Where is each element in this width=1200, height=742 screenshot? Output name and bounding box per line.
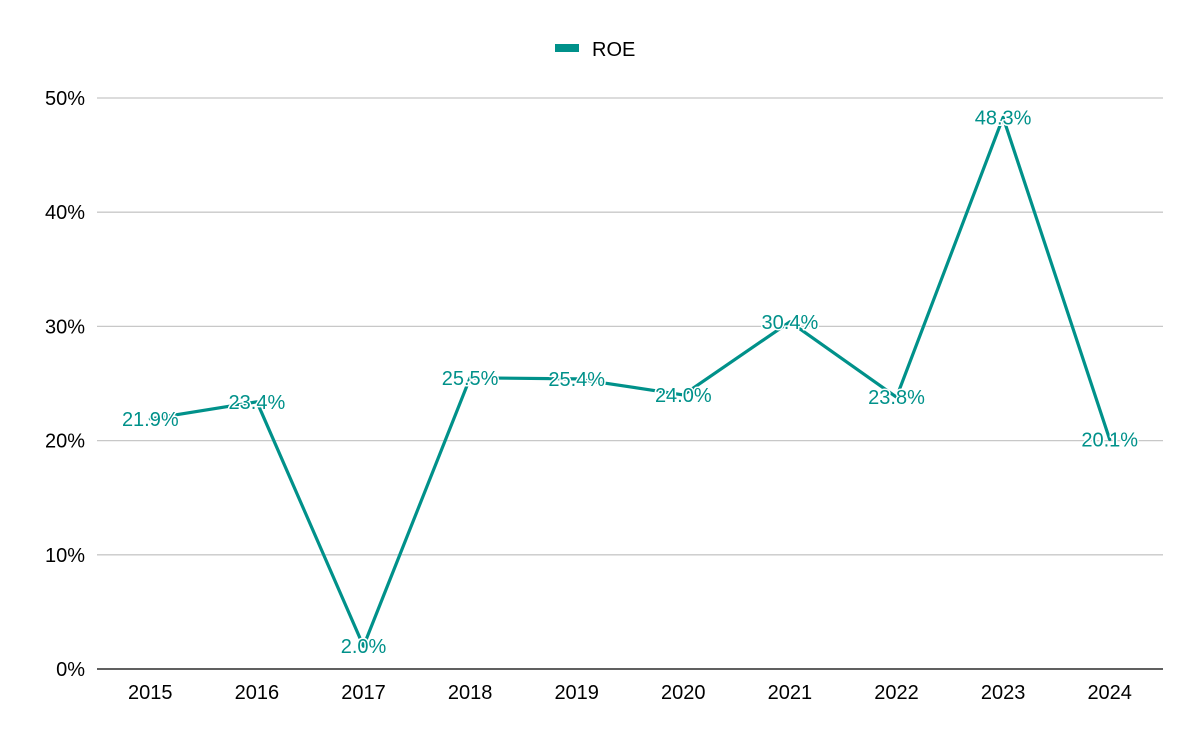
data-label-text: 23.4% <box>229 392 286 414</box>
data-label-text: 2.0% <box>341 636 387 658</box>
y-tick-label: 10% <box>45 545 85 567</box>
gridlines <box>97 97 1163 556</box>
data-label-halo: 48.3% <box>975 107 1032 129</box>
data-label-text: 25.4% <box>548 369 605 391</box>
data-label-halo: 20.1% <box>1081 429 1138 451</box>
x-tick-label: 2020 <box>661 682 706 704</box>
data-label-halo: 23.4% <box>229 392 286 414</box>
data-label-halo: 30.4% <box>762 312 819 334</box>
data-label: 25.5%25.5% <box>440 366 500 391</box>
data-label: 21.9%21.9% <box>120 407 180 432</box>
x-tick-label: 2015 <box>128 682 173 704</box>
x-tick-label: 2024 <box>1087 682 1132 704</box>
y-tick-label: 20% <box>45 431 85 453</box>
series-roe <box>148 115 1112 648</box>
data-label-halo: 25.4% <box>548 369 605 391</box>
data-labels: 21.9%21.9%23.4%23.4%2.0%2.0%25.5%25.5% 25… <box>120 106 1140 660</box>
data-label: 23.4%23.4% <box>227 390 287 415</box>
x-tick-label: 2018 <box>448 682 493 704</box>
y-tick-label: 0% <box>56 659 85 681</box>
data-label: 48.3%48.3% <box>973 106 1033 131</box>
data-label-halo: 23.8% <box>868 387 925 409</box>
x-tick-label: 2017 <box>341 682 386 704</box>
x-tick-label: 2022 <box>874 682 919 704</box>
data-label-text: 24.0% <box>655 385 712 407</box>
data-label-text: 48.3% <box>975 107 1032 129</box>
data-label: 30.4%30.4% <box>760 310 820 335</box>
data-label-text: 23.8% <box>868 387 925 409</box>
y-tick-label: 40% <box>45 202 85 224</box>
data-label-halo: 24.0% <box>655 385 712 407</box>
data-label-halo: 21.9% <box>122 409 179 431</box>
data-label: 23.8%23.8% <box>867 386 927 411</box>
legend-label-roe: ROE <box>592 39 635 61</box>
x-axis-ticks: 2015 2016 2017 2018 2019 2020 2021 2022 2023 2024 <box>128 682 1132 704</box>
data-label-text: 21.9% <box>122 409 179 431</box>
x-tick-label: 2021 <box>768 682 813 704</box>
x-tick-label: 2019 <box>554 682 599 704</box>
y-tick-label: 50% <box>45 88 85 110</box>
data-label: 25.4%25.4% <box>547 367 607 392</box>
legend: ROE <box>555 39 635 61</box>
data-label: 2.0%2.0% <box>339 635 388 660</box>
y-tick-label: 30% <box>45 316 85 338</box>
data-label-halo: 25.5% <box>442 368 499 390</box>
data-label-text: 25.5% <box>442 368 499 390</box>
data-label: 20.1%20.1% <box>1080 428 1140 453</box>
series-line-roe <box>148 115 1112 648</box>
legend-swatch-roe <box>555 44 579 52</box>
x-tick-label: 2023 <box>981 682 1026 704</box>
x-tick-label: 2016 <box>235 682 280 704</box>
data-label: 24.0%24.0% <box>653 383 713 408</box>
data-label-text: 30.4% <box>762 312 819 334</box>
data-label-text: 20.1% <box>1081 429 1138 451</box>
y-axis-ticks: 0% 10% 20% 30% 40% 50% <box>45 88 85 681</box>
data-label-halo: 2.0% <box>341 636 387 658</box>
